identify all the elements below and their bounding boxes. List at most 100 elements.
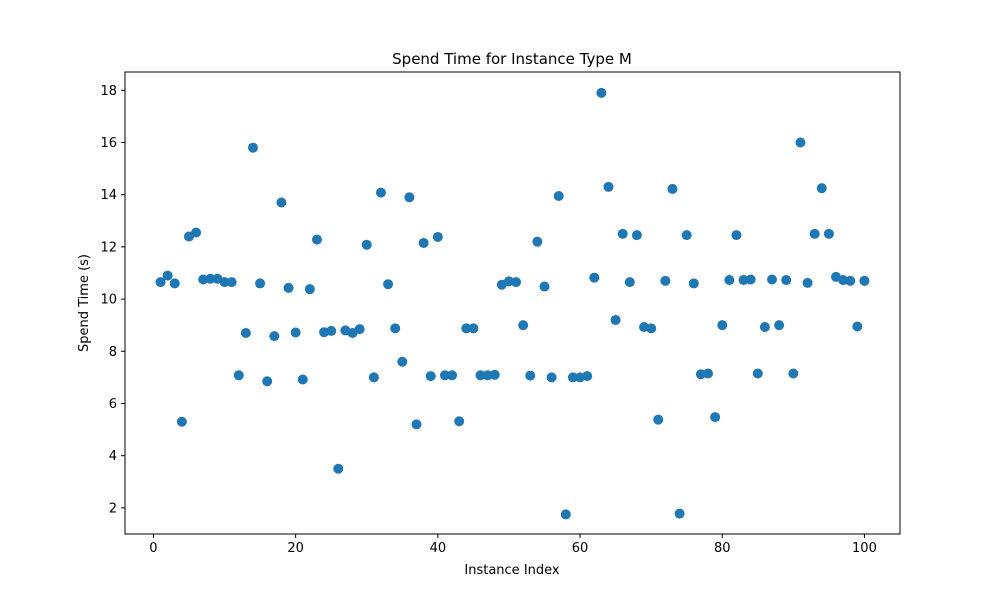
data-point xyxy=(724,275,735,286)
data-point xyxy=(525,370,536,381)
chart-title: Spend Time for Instance Type M xyxy=(392,50,632,68)
data-point xyxy=(809,228,820,239)
data-point xyxy=(489,369,500,380)
y-axis-label: Spend Time (s) xyxy=(77,254,92,352)
data-point xyxy=(162,270,173,281)
axis-ticks: 0 20 40 60 80 100 2 4 6 8 10 12 14 16 18 xyxy=(100,84,876,556)
data-point xyxy=(247,142,258,153)
data-point xyxy=(560,509,571,520)
y-tick-label: 6 xyxy=(109,397,117,412)
data-point xyxy=(425,371,436,382)
data-point xyxy=(461,323,472,334)
data-point xyxy=(169,278,180,289)
data-point xyxy=(795,137,806,148)
data-point xyxy=(354,324,365,335)
y-tick-label: 10 xyxy=(100,293,117,308)
data-point xyxy=(823,228,834,239)
plot-frame xyxy=(124,71,901,535)
data-point xyxy=(603,181,614,192)
data-point xyxy=(255,278,266,289)
data-point xyxy=(404,192,415,203)
x-axis-label: Instance Index xyxy=(464,563,560,578)
data-point xyxy=(383,279,394,290)
data-point xyxy=(269,331,280,342)
data-point xyxy=(375,187,386,198)
data-point xyxy=(439,370,450,381)
data-point xyxy=(859,275,870,286)
data-point xyxy=(759,322,770,333)
data-point xyxy=(852,321,863,332)
data-point xyxy=(468,323,479,334)
data-point xyxy=(390,323,401,334)
data-point xyxy=(176,416,187,427)
data-point xyxy=(361,239,372,250)
data-point xyxy=(553,190,564,201)
data-point xyxy=(262,376,273,387)
data-point xyxy=(454,416,465,427)
data-point xyxy=(646,323,657,334)
data-point xyxy=(283,282,294,293)
data-point xyxy=(624,277,635,288)
data-point xyxy=(710,412,721,423)
data-point xyxy=(432,231,443,242)
data-point xyxy=(674,508,685,519)
data-point xyxy=(667,183,678,194)
data-point xyxy=(475,370,486,381)
data-point xyxy=(703,368,714,379)
y-tick-label: 16 xyxy=(100,136,117,151)
data-point xyxy=(219,277,230,288)
data-point xyxy=(610,314,621,325)
y-tick-label: 12 xyxy=(100,240,117,255)
data-point xyxy=(660,275,671,286)
data-point xyxy=(205,273,216,284)
data-point xyxy=(546,372,557,383)
data-point xyxy=(311,234,322,245)
x-tick-label: 100 xyxy=(852,541,877,556)
y-tick-label: 2 xyxy=(109,501,117,516)
data-point xyxy=(845,275,856,286)
data-point xyxy=(788,368,799,379)
data-point xyxy=(411,419,422,430)
x-tick-label: 80 xyxy=(714,541,731,556)
data-point xyxy=(368,372,379,383)
data-point xyxy=(397,356,408,367)
data-point xyxy=(482,370,493,381)
data-point xyxy=(567,372,578,383)
y-tick-label: 18 xyxy=(100,84,117,99)
data-point xyxy=(333,463,344,474)
data-point xyxy=(226,277,237,288)
x-tick-label: 60 xyxy=(572,541,589,556)
data-point xyxy=(681,230,692,241)
data-point xyxy=(297,374,308,385)
data-points xyxy=(155,87,870,520)
data-point xyxy=(653,414,664,425)
data-point xyxy=(617,228,628,239)
x-tick-label: 40 xyxy=(430,541,447,556)
data-point xyxy=(418,237,429,248)
data-point xyxy=(767,274,778,285)
data-point xyxy=(290,327,301,338)
data-point xyxy=(304,284,315,295)
plot-area xyxy=(125,72,900,534)
data-point xyxy=(731,230,742,241)
data-point xyxy=(688,278,699,289)
data-point xyxy=(511,277,522,288)
data-point xyxy=(717,320,728,331)
x-tick-label: 20 xyxy=(287,541,304,556)
data-point xyxy=(752,368,763,379)
data-point xyxy=(582,371,593,382)
data-point xyxy=(589,272,600,283)
data-point xyxy=(518,320,529,331)
data-point xyxy=(631,230,642,241)
data-point xyxy=(532,236,543,247)
data-point xyxy=(745,274,756,285)
data-point xyxy=(738,275,749,286)
data-point xyxy=(326,325,337,336)
data-point xyxy=(596,87,607,98)
data-point xyxy=(802,277,813,288)
data-point xyxy=(155,277,166,288)
y-tick-label: 8 xyxy=(109,345,117,360)
data-point xyxy=(816,183,827,194)
data-point xyxy=(240,328,251,339)
